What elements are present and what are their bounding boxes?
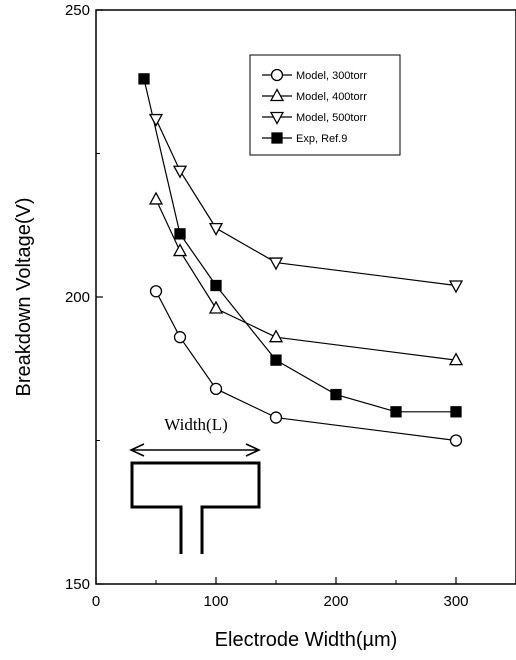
series-markers (138, 73, 464, 447)
data-point (448, 352, 464, 366)
data-point (174, 228, 186, 240)
width-arrow-right-head (245, 443, 261, 457)
data-point (268, 257, 284, 271)
data-point (172, 165, 188, 179)
data-point (449, 434, 463, 447)
legend-marker (269, 88, 285, 102)
data-point (330, 388, 342, 401)
legend: Model, 300torr Model, 400torr Model, 500to… (249, 54, 401, 156)
data-point (269, 411, 283, 424)
y-tick-label: 150 (65, 576, 90, 593)
data-point (173, 331, 187, 344)
data-point (210, 279, 222, 292)
y-axis-title: Breakdown Voltage(V) (13, 197, 35, 396)
data-point (390, 406, 402, 418)
legend-label: Model, 500torr (296, 112, 367, 124)
data-point (172, 243, 188, 257)
y-tick-label: 200 (65, 289, 90, 306)
legend-marker (269, 111, 285, 125)
legend-label: Model, 300torr (296, 70, 367, 82)
x-tick-label: 100 (203, 593, 228, 610)
data-point (149, 285, 163, 298)
y-axis: 150 200 250 (65, 2, 103, 593)
legend-label: Exp, Ref.9 (296, 133, 347, 145)
legend-marker (271, 132, 283, 144)
data-point (268, 329, 284, 343)
width-arrow-left-head (129, 443, 145, 457)
x-tick-label: 200 (323, 593, 348, 610)
data-point (209, 382, 223, 395)
data-point (208, 300, 224, 314)
data-point (448, 280, 464, 294)
data-point (148, 113, 164, 127)
x-tick-label: 300 (443, 593, 468, 610)
data-point (138, 73, 150, 85)
y-tick-label: 250 (65, 2, 90, 19)
x-axis: 0 100 200 300 (92, 577, 469, 610)
width-label: Width(L) (164, 415, 228, 434)
legend-label: Model, 400torr (296, 91, 367, 103)
data-point (148, 191, 164, 205)
electrode-t-shape-icon (130, 461, 261, 554)
x-axis-title: Electrode Width(µm) (215, 629, 398, 651)
data-point (270, 354, 282, 366)
x-tick-label: 0 (92, 593, 100, 610)
electrode-inset: Width(L) (129, 415, 261, 554)
data-point (208, 222, 224, 236)
legend-marker (270, 68, 284, 82)
data-point (450, 406, 462, 418)
